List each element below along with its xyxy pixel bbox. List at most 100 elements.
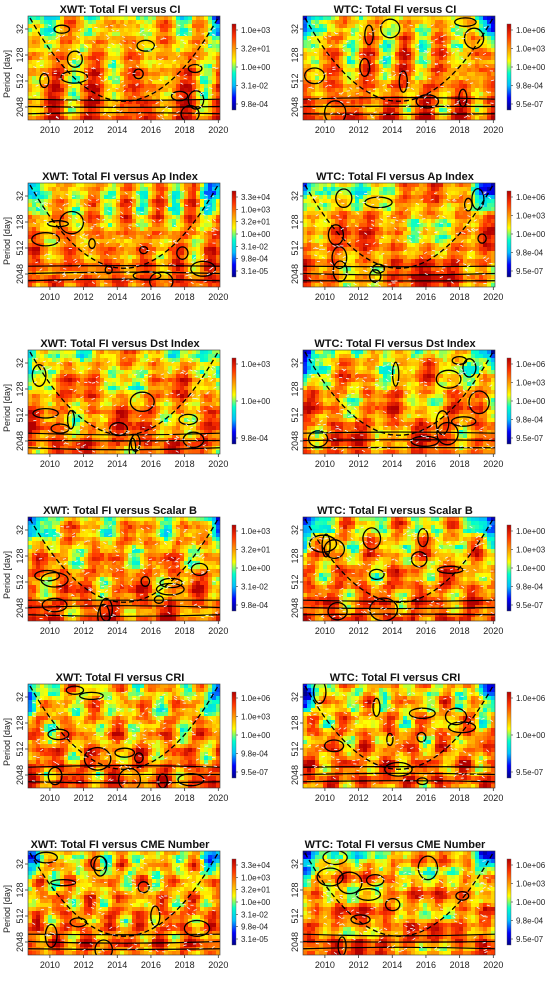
heatmap-cell bbox=[471, 195, 476, 200]
heatmap-cell bbox=[451, 32, 456, 37]
heatmap-cell bbox=[56, 203, 61, 208]
heatmap-cell bbox=[303, 52, 308, 57]
heatmap-cell bbox=[156, 40, 161, 45]
heatmap-cell bbox=[439, 44, 444, 49]
heatmap-cell bbox=[335, 72, 340, 77]
heatmap-cell bbox=[423, 223, 428, 228]
heatmap-cell bbox=[28, 199, 33, 204]
heatmap-cell bbox=[100, 24, 105, 29]
heatmap-cell bbox=[407, 40, 412, 45]
heatmap-cell bbox=[176, 259, 181, 264]
heatmap-cell bbox=[124, 227, 129, 232]
heatmap-cell bbox=[451, 92, 456, 97]
phase-arrow bbox=[340, 100, 344, 103]
heatmap-cell bbox=[60, 203, 65, 208]
phase-arrow bbox=[314, 51, 318, 54]
heatmap-cell bbox=[152, 112, 157, 117]
heatmap-cell bbox=[28, 20, 33, 25]
heatmap-cell bbox=[447, 16, 452, 21]
phase-arrow bbox=[70, 106, 75, 108]
heatmap-cell bbox=[96, 215, 101, 220]
heatmap-cell bbox=[56, 56, 61, 61]
heatmap-cell bbox=[459, 64, 464, 69]
heatmap-cell bbox=[192, 195, 197, 200]
heatmap-cell bbox=[355, 52, 360, 57]
heatmap-cell bbox=[200, 84, 205, 89]
phase-arrow bbox=[446, 104, 450, 107]
heatmap-cell bbox=[108, 44, 113, 49]
heatmap-cell bbox=[303, 223, 308, 228]
heatmap-cell bbox=[307, 116, 312, 120]
heatmap-cell bbox=[156, 275, 161, 280]
heatmap-cell bbox=[431, 211, 436, 216]
heatmap-cell bbox=[423, 56, 428, 61]
heatmap-cell bbox=[72, 68, 77, 73]
phase-arrow bbox=[45, 72, 50, 74]
heatmap-cell bbox=[96, 199, 101, 204]
heatmap-cell bbox=[140, 203, 145, 208]
heatmap-cell bbox=[455, 72, 460, 77]
heatmap-cell bbox=[415, 207, 420, 212]
heatmap-cell bbox=[132, 223, 137, 228]
heatmap-cell bbox=[60, 235, 65, 240]
heatmap-cell bbox=[52, 84, 57, 89]
heatmap-cell bbox=[208, 283, 213, 287]
heatmap-cell bbox=[60, 187, 65, 192]
heatmap-cell bbox=[327, 199, 332, 204]
heatmap-cell bbox=[32, 243, 37, 248]
heatmap-cell bbox=[200, 48, 205, 53]
heatmap-cell bbox=[76, 84, 81, 89]
heatmap-cell bbox=[152, 96, 157, 101]
heatmap-cell bbox=[124, 259, 129, 264]
heatmap-cell bbox=[148, 96, 153, 101]
heatmap-cell bbox=[76, 275, 81, 280]
heatmap-cell bbox=[327, 108, 332, 113]
heatmap-cell bbox=[188, 16, 193, 21]
heatmap-cell bbox=[104, 227, 109, 232]
heatmap-cell bbox=[399, 56, 404, 61]
heatmap-cell bbox=[132, 76, 137, 81]
heatmap-cell bbox=[188, 219, 193, 224]
heatmap-cell bbox=[148, 36, 153, 41]
heatmap-cell bbox=[427, 28, 432, 33]
heatmap-cell bbox=[319, 116, 324, 120]
heatmap-cell bbox=[148, 32, 153, 37]
heatmap-cell bbox=[347, 108, 352, 113]
heatmap-cell bbox=[76, 44, 81, 49]
heatmap-cell bbox=[443, 68, 448, 73]
heatmap-cell bbox=[379, 108, 384, 113]
heatmap-cell bbox=[168, 215, 173, 220]
x-tick-label: 2010 bbox=[315, 125, 335, 135]
phase-arrow bbox=[172, 239, 176, 243]
heatmap-cell bbox=[303, 32, 308, 37]
heatmap-cell bbox=[168, 223, 173, 228]
heatmap-cell bbox=[128, 96, 133, 101]
heatmap-cell bbox=[148, 56, 153, 61]
heatmap-cell bbox=[407, 191, 412, 196]
phase-arrow bbox=[77, 99, 81, 102]
heatmap-cell bbox=[479, 191, 484, 196]
heatmap-cell bbox=[315, 183, 320, 188]
heatmap-cell bbox=[148, 72, 153, 77]
heatmap-cell bbox=[367, 223, 372, 228]
heatmap-cell bbox=[307, 68, 312, 73]
heatmap-cell bbox=[351, 199, 356, 204]
heatmap-cell bbox=[216, 80, 220, 85]
heatmap-cell bbox=[36, 28, 41, 33]
heatmap-cell bbox=[491, 100, 495, 105]
heatmap-cell bbox=[92, 72, 97, 77]
heatmap-cell bbox=[88, 243, 93, 248]
heatmap-cell bbox=[331, 211, 336, 216]
heatmap-cell bbox=[140, 207, 145, 212]
heatmap-cell bbox=[44, 251, 49, 256]
heatmap-cell bbox=[68, 279, 73, 284]
phase-arrow bbox=[119, 42, 123, 46]
heatmap-cell bbox=[439, 72, 444, 77]
heatmap-cell bbox=[391, 72, 396, 77]
heatmap-cell bbox=[427, 32, 432, 37]
phase-arrow bbox=[42, 208, 46, 211]
heatmap-cell bbox=[68, 203, 73, 208]
colorbar-label: 3.1e-02 bbox=[241, 82, 269, 91]
heatmap-cell bbox=[363, 84, 368, 89]
heatmap-cell bbox=[60, 283, 65, 287]
